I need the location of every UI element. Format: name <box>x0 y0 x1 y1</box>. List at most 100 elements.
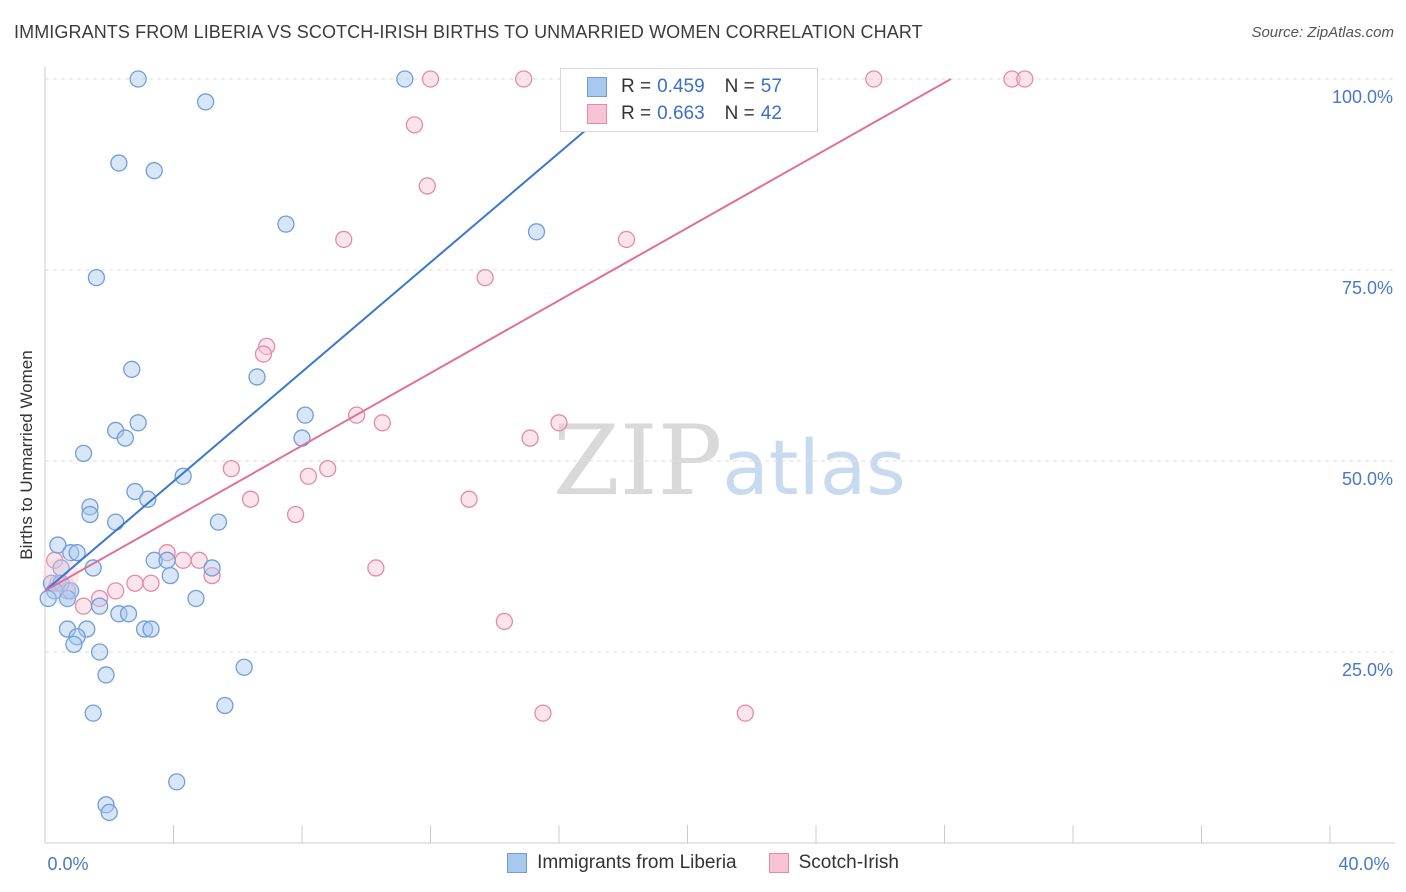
point-liberia <box>293 429 311 447</box>
axes <box>44 67 1395 844</box>
point-liberia <box>196 93 215 111</box>
point-scotch-irish <box>421 70 440 88</box>
point-scotch-irish <box>495 612 514 631</box>
point-liberia <box>142 620 160 638</box>
chart-title: IMMIGRANTS FROM LIBERIA VS SCOTCH-IRISH … <box>14 22 923 42</box>
point-scotch-irish <box>286 505 305 524</box>
point-scotch-irish <box>254 345 273 363</box>
tick-labels: 25.0% 50.0% 75.0% 100.0% 0.0% 40.0% <box>47 87 1393 874</box>
point-liberia <box>100 803 118 822</box>
point-liberia <box>216 696 234 715</box>
point-liberia <box>62 544 80 562</box>
y-tick-label: 25.0% <box>1342 660 1393 680</box>
point-liberia <box>97 666 115 684</box>
point-liberia <box>87 268 106 287</box>
point-scotch-irish <box>142 574 160 592</box>
point-liberia <box>135 620 154 638</box>
point-scotch-irish <box>299 467 318 485</box>
point-scotch-irish <box>335 230 353 249</box>
series-legend: Immigrants from Liberia Scotch-Irish <box>0 852 1406 874</box>
stats-legend: R = 0.459 N = 57 R = 0.663 N = 42 <box>560 68 818 132</box>
point-scotch-irish <box>405 116 424 134</box>
point-scotch-irish <box>534 704 552 722</box>
point-scotch-irish <box>74 597 93 615</box>
legend-swatch-liberia <box>507 853 528 873</box>
point-liberia <box>129 414 147 432</box>
r-label: R = <box>621 103 652 124</box>
point-scotch-irish <box>515 70 533 88</box>
point-scotch-irish <box>107 582 125 600</box>
r-value-liberia: 0.459 <box>657 76 705 97</box>
point-liberia <box>277 215 295 233</box>
y-tick-label: 100.0% <box>1332 87 1393 107</box>
legend-item-scotch-irish[interactable]: Scotch-Irish <box>768 852 899 874</box>
point-liberia <box>116 429 134 447</box>
point-scotch-irish <box>174 551 192 569</box>
series-points <box>39 70 1034 822</box>
trendlines <box>44 78 952 592</box>
watermark-atlas: atlas <box>722 423 906 512</box>
source-label: Source: ZipAtlas.com <box>1251 24 1394 41</box>
point-liberia <box>527 223 546 241</box>
point-scotch-irish <box>1003 70 1021 88</box>
point-liberia <box>110 154 128 172</box>
point-liberia <box>107 513 125 531</box>
point-liberia <box>81 505 99 524</box>
legend-label-scotch-irish: Scotch-Irish <box>798 852 899 873</box>
legend-item-liberia[interactable]: Immigrants from Liberia <box>507 852 737 874</box>
trendline-liberia <box>44 78 647 592</box>
point-liberia <box>90 597 109 615</box>
point-liberia <box>187 589 205 608</box>
point-scotch-irish <box>617 230 636 249</box>
point-liberia <box>39 589 57 608</box>
point-scotch-irish <box>736 704 754 722</box>
x-tick-label: 0.0% <box>47 854 88 874</box>
n-value-scotch-irish: 42 <box>760 103 782 124</box>
point-scotch-irish <box>1016 70 1034 88</box>
point-scotch-irish <box>367 559 385 577</box>
point-liberia <box>296 406 314 424</box>
y-tick-label: 75.0% <box>1342 278 1393 298</box>
point-scotch-irish <box>373 414 391 432</box>
point-liberia <box>74 444 93 463</box>
point-liberia <box>396 70 414 88</box>
point-scotch-irish <box>241 490 260 508</box>
stats-legend-row-liberia: R = 0.459 N = 57 <box>561 73 788 101</box>
legend-swatch-liberia <box>587 77 607 97</box>
point-scotch-irish <box>476 268 494 287</box>
x-tick-label: 40.0% <box>1338 854 1389 874</box>
point-liberia <box>203 559 221 577</box>
point-scotch-irish <box>521 429 539 447</box>
point-liberia <box>68 544 86 562</box>
legend-swatch-scotch-irish <box>768 853 789 873</box>
point-scotch-irish <box>418 177 436 195</box>
point-scotch-irish <box>319 459 337 478</box>
r-label: R = <box>621 76 652 97</box>
legend-swatch-scotch-irish <box>587 104 607 124</box>
point-liberia <box>119 605 138 623</box>
point-liberia <box>84 704 102 722</box>
point-liberia <box>49 536 67 554</box>
point-liberia <box>209 513 228 531</box>
n-label: N = <box>724 76 755 97</box>
point-liberia <box>158 551 176 569</box>
point-liberia <box>235 658 253 676</box>
r-value-scotch-irish: 0.663 <box>657 103 705 124</box>
point-liberia <box>65 635 83 654</box>
point-scotch-irish <box>126 574 144 592</box>
point-liberia <box>161 566 179 585</box>
trendline-scotch-irish <box>44 78 952 592</box>
point-scotch-irish <box>460 490 478 508</box>
point-scotch-irish <box>550 414 568 432</box>
grid <box>45 78 1395 653</box>
point-liberia <box>123 360 141 378</box>
point-scotch-irish <box>190 551 208 569</box>
point-liberia <box>129 70 147 88</box>
point-liberia <box>145 162 163 180</box>
point-liberia <box>168 773 186 791</box>
point-liberia <box>248 368 266 386</box>
point-liberia <box>90 643 109 661</box>
point-liberia <box>139 490 157 508</box>
point-liberia <box>145 551 163 569</box>
